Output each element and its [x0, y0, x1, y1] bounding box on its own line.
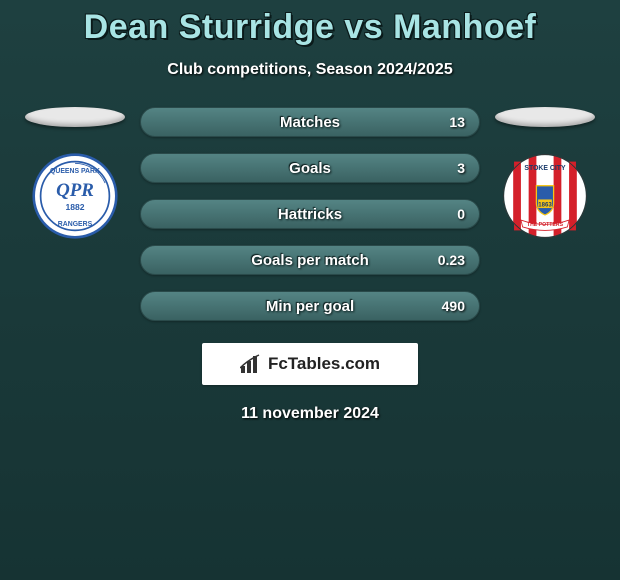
bar-chart-icon — [240, 354, 262, 374]
subtitle: Club competitions, Season 2024/2025 — [0, 61, 620, 79]
svg-text:RANGERS: RANGERS — [58, 221, 93, 228]
page-title: Dean Sturridge vs Manhoef — [0, 8, 620, 47]
qpr-crest-icon: QUEENS PARK RANGERS QPR 1882 — [32, 153, 118, 239]
player-right-placeholder — [495, 107, 595, 127]
svg-text:QUEENS PARK: QUEENS PARK — [50, 168, 100, 175]
stat-label: Hattricks — [278, 206, 342, 223]
qpr-crest-text: QPR — [56, 180, 94, 201]
stoke-crest-text: STOKE CITY — [524, 165, 566, 172]
stoke-crest-banner: THE POTTERS — [527, 222, 564, 228]
player-left-placeholder — [25, 107, 125, 127]
stat-row: Min per goal 490 — [140, 291, 480, 321]
stat-right-value: 0.23 — [438, 252, 465, 268]
player-left-column: QUEENS PARK RANGERS QPR 1882 — [20, 107, 130, 239]
player-right-column: STOKE CITY 1863 THE POTTERS — [490, 107, 600, 239]
stat-right-value: 3 — [457, 160, 465, 176]
date-label: 11 november 2024 — [0, 405, 620, 423]
stat-right-value: 0 — [457, 206, 465, 222]
main-row: QUEENS PARK RANGERS QPR 1882 Matches 13 … — [0, 107, 620, 321]
stat-right-value: 490 — [442, 298, 465, 314]
stat-label: Min per goal — [266, 298, 354, 315]
stoke-crest-icon: STOKE CITY 1863 THE POTTERS — [502, 153, 588, 239]
qpr-crest-year: 1882 — [65, 202, 84, 212]
stat-label: Matches — [280, 114, 340, 131]
stoke-crest-year: 1863 — [538, 202, 552, 208]
stats-list: Matches 13 Goals 3 Hattricks 0 Goals per… — [140, 107, 480, 321]
stat-row: Hattricks 0 — [140, 199, 480, 229]
comparison-card: Dean Sturridge vs Manhoef Club competiti… — [0, 0, 620, 423]
stat-row: Goals per match 0.23 — [140, 245, 480, 275]
brand-label: FcTables.com — [268, 354, 380, 374]
fctables-link[interactable]: FcTables.com — [202, 343, 418, 385]
stat-right-value: 13 — [449, 114, 465, 130]
stat-row: Goals 3 — [140, 153, 480, 183]
stat-row: Matches 13 — [140, 107, 480, 137]
stat-label: Goals — [289, 160, 331, 177]
stat-label: Goals per match — [251, 252, 369, 269]
